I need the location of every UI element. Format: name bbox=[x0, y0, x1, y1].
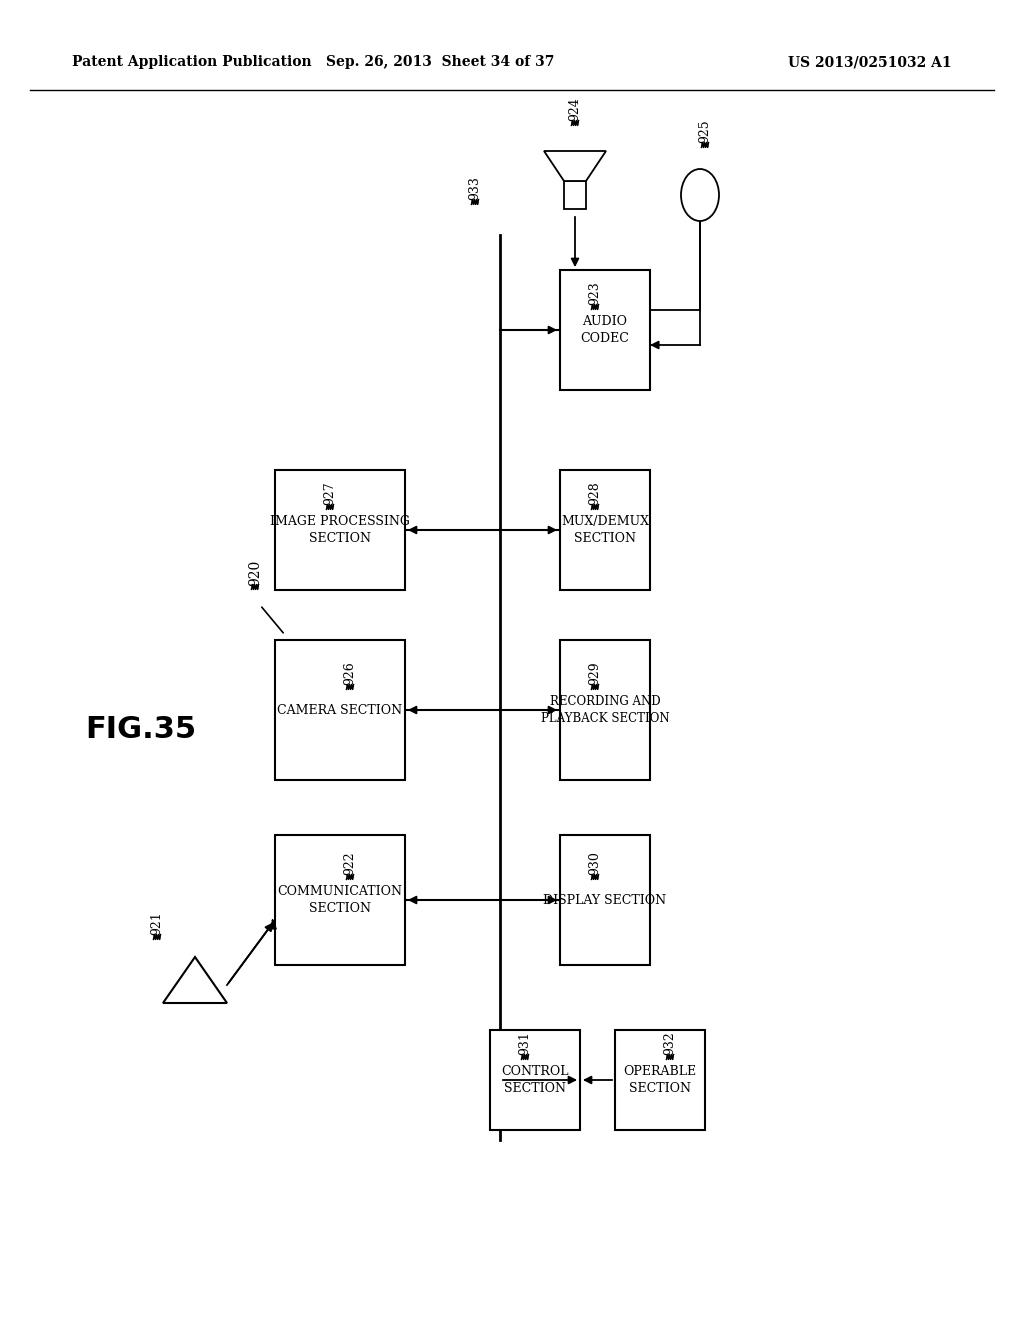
Bar bbox=[275, 640, 406, 780]
Bar bbox=[560, 836, 650, 965]
Bar bbox=[615, 1030, 705, 1130]
Text: CAMERA SECTION: CAMERA SECTION bbox=[278, 704, 402, 717]
Text: OPERABLE
SECTION: OPERABLE SECTION bbox=[624, 1065, 696, 1096]
Text: 920: 920 bbox=[248, 560, 262, 586]
Bar bbox=[275, 836, 406, 965]
Text: 922: 922 bbox=[343, 851, 356, 875]
Bar bbox=[560, 271, 650, 389]
Text: 925: 925 bbox=[698, 119, 712, 143]
Text: FIG.35: FIG.35 bbox=[85, 715, 197, 744]
Text: 923: 923 bbox=[589, 281, 601, 305]
Bar bbox=[490, 1030, 580, 1130]
Polygon shape bbox=[544, 150, 606, 181]
Bar bbox=[275, 470, 406, 590]
Text: 928: 928 bbox=[589, 480, 601, 504]
Text: 921: 921 bbox=[151, 911, 164, 935]
Text: US 2013/0251032 A1: US 2013/0251032 A1 bbox=[788, 55, 952, 69]
Text: 929: 929 bbox=[589, 661, 601, 685]
Text: 931: 931 bbox=[518, 1031, 531, 1055]
Text: 924: 924 bbox=[568, 98, 582, 121]
Bar bbox=[560, 470, 650, 590]
Text: IMAGE PROCESSING
SECTION: IMAGE PROCESSING SECTION bbox=[270, 515, 410, 545]
Ellipse shape bbox=[681, 169, 719, 220]
Text: 930: 930 bbox=[589, 851, 601, 875]
Text: AUDIO
CODEC: AUDIO CODEC bbox=[581, 315, 630, 345]
Text: RECORDING AND
PLAYBACK SECTION: RECORDING AND PLAYBACK SECTION bbox=[541, 696, 670, 725]
Text: CONTROL
SECTION: CONTROL SECTION bbox=[502, 1065, 568, 1096]
Bar bbox=[564, 181, 586, 209]
Text: 927: 927 bbox=[324, 482, 337, 504]
Text: Patent Application Publication: Patent Application Publication bbox=[72, 55, 311, 69]
Text: 932: 932 bbox=[664, 1031, 677, 1055]
Text: 933: 933 bbox=[469, 176, 481, 199]
Text: MUX/DEMUX
SECTION: MUX/DEMUX SECTION bbox=[561, 515, 649, 545]
Bar bbox=[560, 640, 650, 780]
Text: COMMUNICATION
SECTION: COMMUNICATION SECTION bbox=[278, 884, 402, 915]
Text: Sep. 26, 2013  Sheet 34 of 37: Sep. 26, 2013 Sheet 34 of 37 bbox=[326, 55, 554, 69]
Text: DISPLAY SECTION: DISPLAY SECTION bbox=[544, 894, 667, 907]
Text: 926: 926 bbox=[343, 661, 356, 685]
